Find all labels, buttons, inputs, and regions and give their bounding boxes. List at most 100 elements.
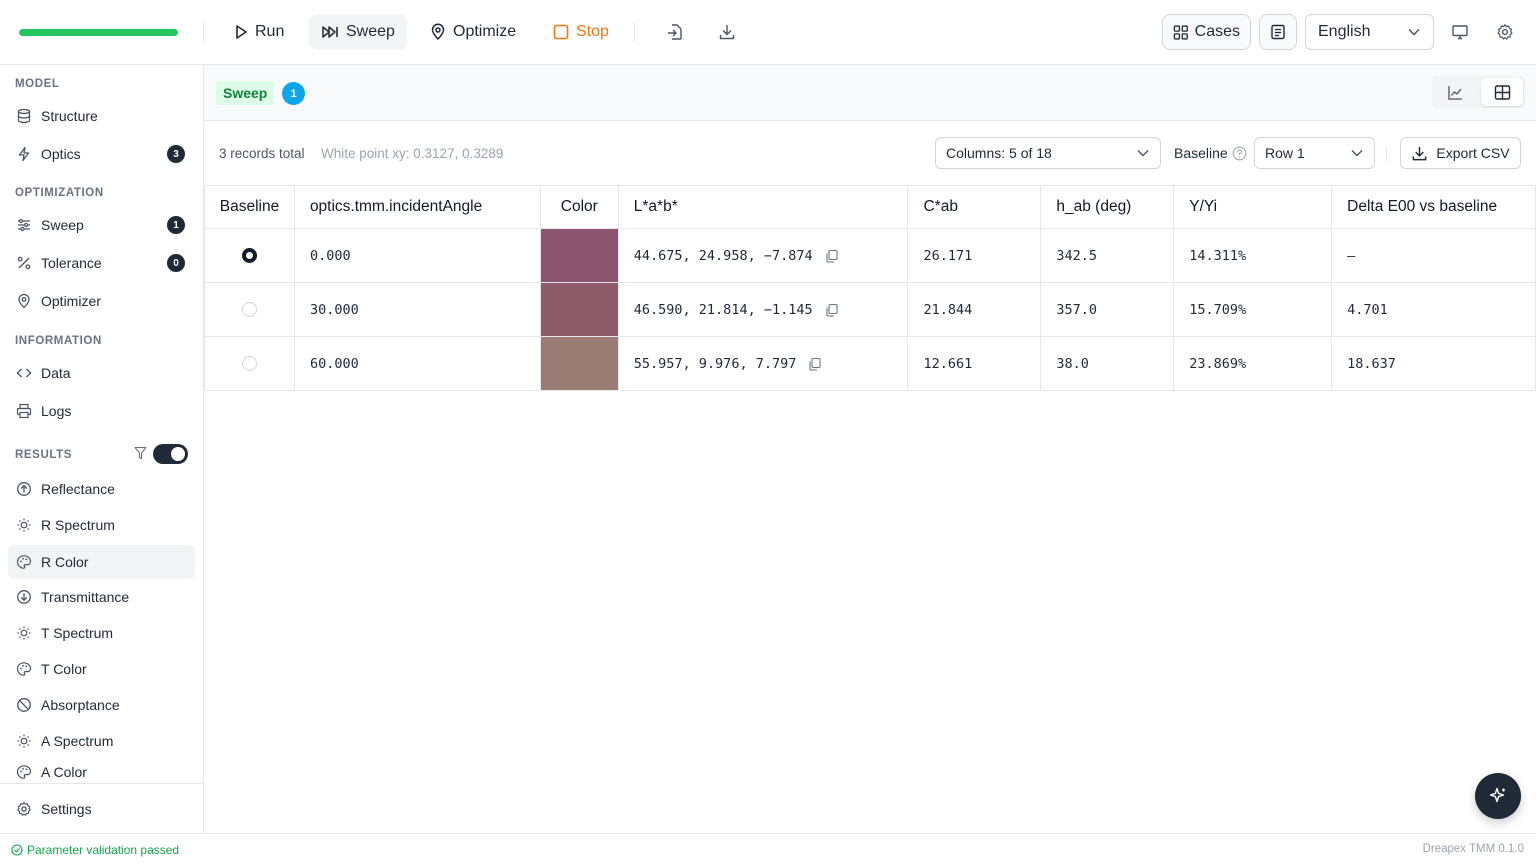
- sidebar-item-t-spectrum[interactable]: T Spectrum: [8, 616, 195, 650]
- assistant-button[interactable]: [1475, 773, 1521, 819]
- display-button[interactable]: [1444, 16, 1476, 48]
- sidebar-item-sweep[interactable]: Sweep 1: [8, 208, 195, 242]
- sidebar-item-t-color[interactable]: T Color: [8, 652, 195, 686]
- sidebar-item-absorptance[interactable]: Absorptance: [8, 688, 195, 722]
- table-row: 30.000 46.590, 21.814, −1.145 21.844 357…: [204, 282, 1536, 337]
- document-button[interactable]: [1259, 14, 1297, 50]
- column-header-baseline[interactable]: Baseline: [204, 185, 295, 229]
- sweep-tag: Sweep: [216, 81, 275, 105]
- baseline-cell: [204, 228, 295, 283]
- sidebar-item-a-spectrum[interactable]: A Spectrum: [8, 724, 195, 758]
- baseline-radio[interactable]: [241, 356, 257, 372]
- sidebar-item-data[interactable]: Data: [8, 356, 195, 390]
- download-icon: [719, 25, 735, 40]
- sidebar-item-tolerance[interactable]: Tolerance 0: [8, 246, 195, 280]
- delta-e-cell: 4.701: [1331, 282, 1536, 337]
- cases-button[interactable]: Cases: [1162, 14, 1251, 50]
- main-content: Sweep 1 3 records total White point xy: …: [204, 65, 1536, 833]
- export-csv-button[interactable]: Export CSV: [1400, 137, 1521, 169]
- sidebar-item-logs[interactable]: Logs: [8, 394, 195, 428]
- column-header-chroma[interactable]: C*ab: [907, 185, 1042, 229]
- copy-icon[interactable]: [825, 303, 839, 317]
- sidebar-item-label: Reflectance: [41, 481, 115, 497]
- copy-icon[interactable]: [825, 249, 839, 263]
- sidebar-item-label: Data: [41, 365, 71, 381]
- sidebar-item-structure[interactable]: Structure: [8, 99, 195, 133]
- top-toolbar: Run Sweep Optimize Stop Cases English: [0, 0, 1536, 65]
- sidebar-item-label: Transmittance: [41, 589, 130, 605]
- sidebar-item-settings[interactable]: Settings: [8, 792, 195, 826]
- table-row: 60.000 55.957, 9.976, 7.797 12.661 38.0 …: [204, 336, 1536, 391]
- luminance-cell: 23.869%: [1173, 336, 1333, 391]
- ban-icon: [16, 697, 32, 713]
- hue-cell: 342.5: [1040, 228, 1175, 283]
- table-row: 0.000 44.675, 24.958, −7.874 26.171 342.…: [204, 228, 1536, 283]
- hue-cell: 357.0: [1040, 282, 1175, 337]
- sidebar-item-r-color[interactable]: R Color: [8, 545, 195, 579]
- map-pin-icon: [16, 293, 32, 309]
- filter-icon[interactable]: [134, 446, 147, 465]
- stop-button[interactable]: Stop: [541, 14, 621, 50]
- table-view-button[interactable]: [1481, 78, 1523, 106]
- chart-view-button[interactable]: [1434, 78, 1476, 106]
- column-header-delta-e[interactable]: Delta E00 vs baseline: [1331, 185, 1536, 229]
- delta-e-cell: –: [1331, 228, 1536, 283]
- status-bar: Parameter validation passed Dreapex TMM …: [0, 833, 1536, 864]
- sidebar-item-r-spectrum[interactable]: R Spectrum: [8, 508, 195, 542]
- optimize-button[interactable]: Optimize: [418, 14, 528, 50]
- lab-value: 46.590, 21.814, −1.145: [633, 301, 813, 318]
- language-select[interactable]: English: [1305, 14, 1434, 50]
- progress-bar: [19, 29, 178, 36]
- white-point: White point xy: 0.3127, 0.3289: [321, 146, 504, 161]
- baseline-select[interactable]: Row 1: [1254, 137, 1375, 169]
- column-header-hue[interactable]: h_ab (deg): [1040, 185, 1175, 229]
- baseline-label: Baseline: [1174, 145, 1247, 161]
- chroma-cell: 26.171: [907, 228, 1042, 283]
- optimize-label: Optimize: [453, 23, 517, 40]
- baseline-radio[interactable]: [241, 248, 257, 264]
- sidebar-item-a-color[interactable]: A Color: [8, 760, 195, 783]
- section-model: MODEL: [15, 78, 60, 90]
- sidebar-item-label: R Spectrum: [41, 517, 115, 533]
- sparkle-icon: [1489, 787, 1505, 803]
- baseline-radio[interactable]: [241, 302, 257, 318]
- lab-cell: 55.957, 9.976, 7.797: [617, 336, 909, 391]
- help-circle-icon[interactable]: [1232, 146, 1247, 161]
- sweep-button[interactable]: Sweep: [309, 14, 407, 50]
- fast-forward-icon: [322, 26, 338, 38]
- export-csv-label: Export CSV: [1436, 145, 1510, 161]
- play-icon: [236, 25, 247, 39]
- sidebar-item-optics[interactable]: Optics 3: [8, 137, 195, 171]
- palette-icon: [16, 661, 32, 677]
- column-header-color[interactable]: Color: [539, 185, 619, 229]
- import-button[interactable]: [659, 16, 691, 48]
- download-button[interactable]: [711, 16, 743, 48]
- results-toggle[interactable]: [153, 444, 188, 464]
- sidebar: MODEL Structure Optics 3 OPTIMIZATION Sw…: [0, 65, 204, 833]
- settings-button[interactable]: [1489, 16, 1521, 48]
- column-header-incident-angle[interactable]: optics.tmm.incidentAngle: [293, 185, 541, 229]
- sun-icon: [16, 517, 32, 533]
- column-header-lab[interactable]: L*a*b*: [617, 185, 909, 229]
- sidebar-item-optimizer[interactable]: Optimizer: [8, 284, 195, 318]
- language-value: English: [1318, 23, 1371, 40]
- line-chart-icon: [1447, 85, 1462, 100]
- column-header-luminance[interactable]: Y/Yi: [1173, 185, 1333, 229]
- section-optimization: OPTIMIZATION: [15, 187, 104, 199]
- palette-icon: [16, 554, 32, 570]
- progress-fill: [19, 29, 178, 36]
- run-button[interactable]: Run: [222, 14, 296, 50]
- results-table: Baseline optics.tmm.incidentAngle Color …: [204, 185, 1536, 391]
- count-badge: 1: [167, 216, 185, 234]
- stop-label: Stop: [576, 23, 609, 40]
- columns-select[interactable]: Columns: 5 of 18: [935, 137, 1161, 169]
- count-badge: 0: [167, 254, 185, 272]
- validation-status: Parameter validation passed: [11, 843, 179, 857]
- copy-icon[interactable]: [808, 357, 822, 371]
- sidebar-item-reflectance[interactable]: Reflectance: [8, 472, 195, 506]
- sidebar-item-label: R Color: [41, 554, 89, 570]
- table-header-row: Baseline optics.tmm.incidentAngle Color …: [204, 185, 1536, 229]
- gear-icon: [1497, 24, 1513, 40]
- sweep-count-badge: 1: [282, 82, 305, 105]
- sidebar-item-transmittance[interactable]: Transmittance: [8, 580, 195, 614]
